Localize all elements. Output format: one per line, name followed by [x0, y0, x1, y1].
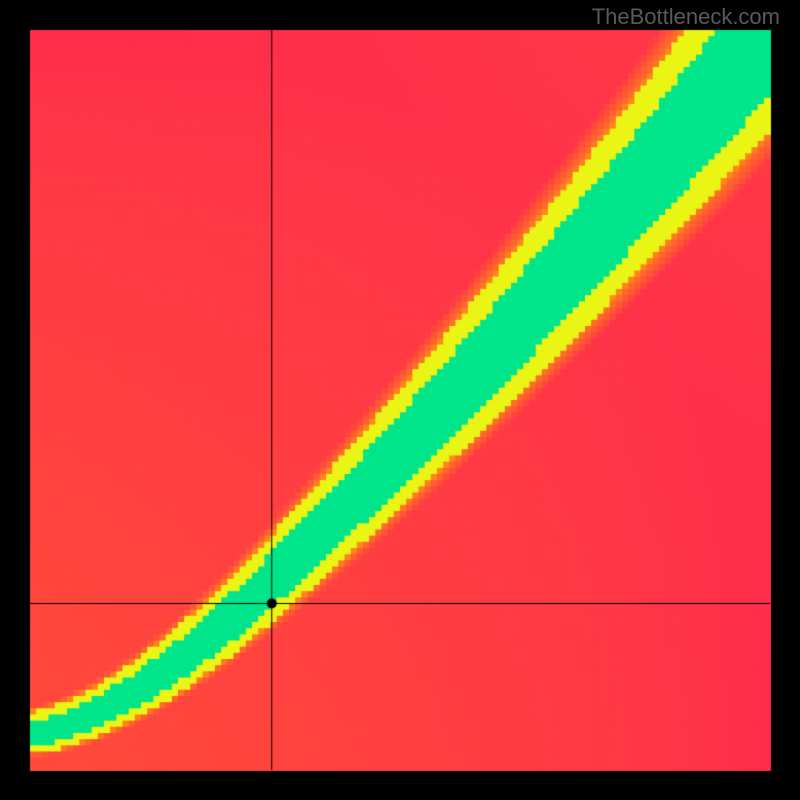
- bottleneck-heatmap-canvas: [0, 0, 800, 800]
- chart-container: TheBottleneck.com: [0, 0, 800, 800]
- watermark-label: TheBottleneck.com: [592, 4, 780, 30]
